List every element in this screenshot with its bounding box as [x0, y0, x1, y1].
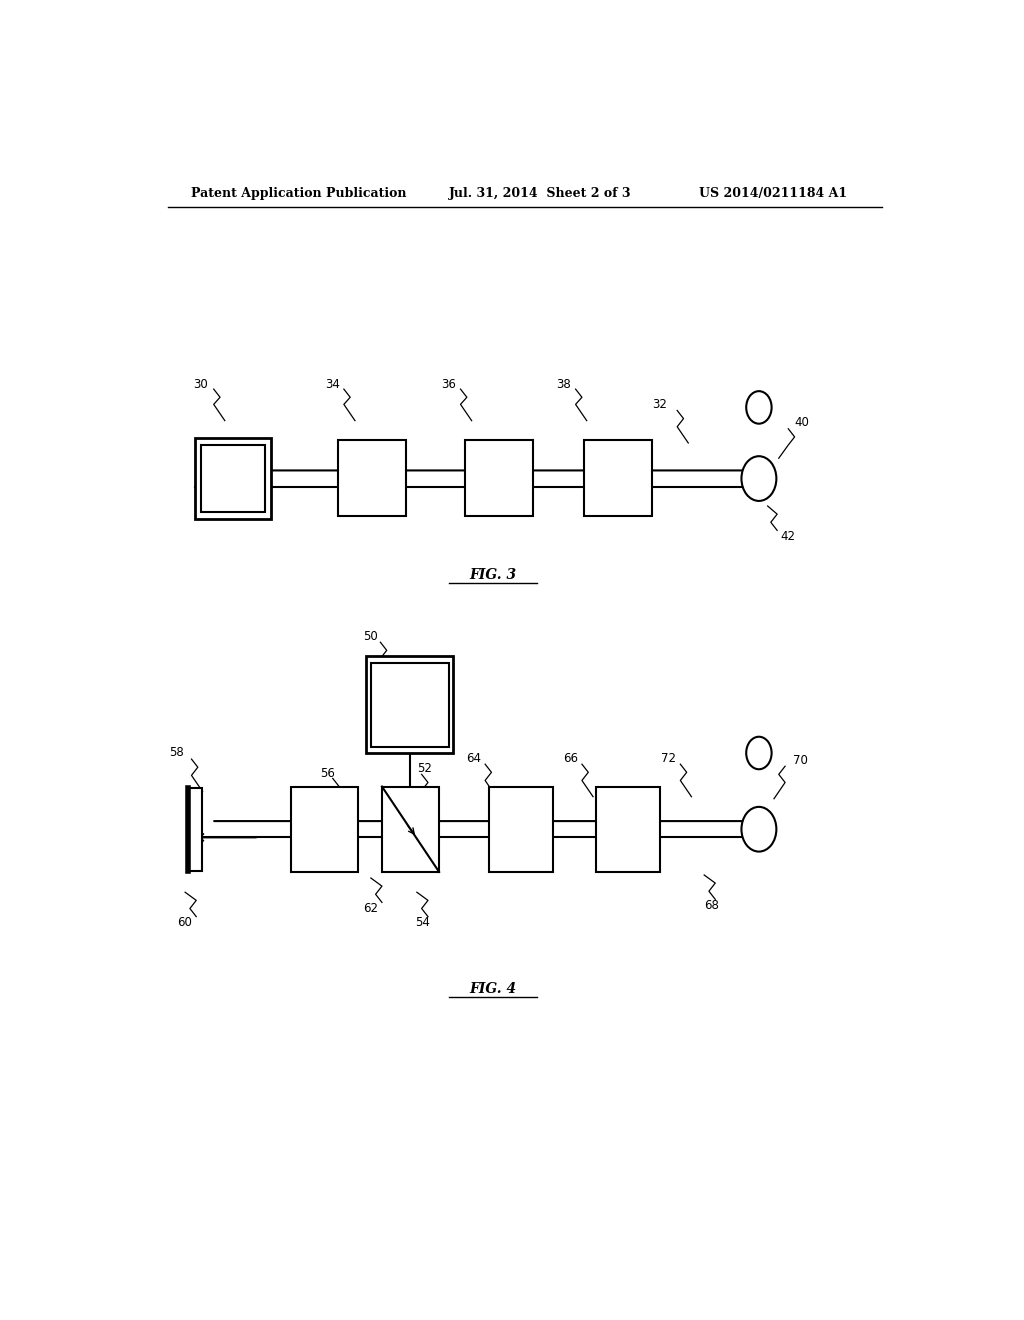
Text: 72: 72 [662, 751, 676, 764]
Text: 64: 64 [466, 751, 481, 764]
Bar [367, 656, 454, 752]
Text: 54: 54 [416, 916, 430, 929]
Bar [465, 440, 532, 516]
Circle shape [746, 391, 772, 424]
Bar [382, 787, 439, 873]
Text: 70: 70 [793, 754, 808, 767]
Bar [291, 787, 358, 873]
Text: FIG. 3: FIG. 3 [469, 568, 517, 582]
Bar [596, 787, 659, 873]
Text: 60: 60 [177, 916, 193, 929]
Bar [187, 788, 202, 871]
Bar [489, 787, 553, 873]
Text: Patent Application Publication: Patent Application Publication [191, 187, 407, 201]
Text: 56: 56 [321, 767, 335, 780]
Bar [196, 438, 270, 519]
Circle shape [741, 807, 776, 851]
Bar [371, 663, 449, 747]
Text: 66: 66 [563, 751, 578, 764]
Bar [338, 440, 406, 516]
Bar [201, 445, 265, 512]
Text: 68: 68 [705, 899, 719, 912]
Text: 30: 30 [194, 378, 208, 391]
Text: FIG. 4: FIG. 4 [469, 982, 517, 995]
Text: 42: 42 [780, 531, 796, 543]
Text: 34: 34 [325, 378, 340, 391]
Bar [585, 440, 651, 516]
Text: 36: 36 [441, 378, 457, 391]
Text: 50: 50 [362, 630, 378, 643]
Text: 40: 40 [795, 416, 810, 429]
Text: 38: 38 [557, 378, 571, 391]
Text: US 2014/0211184 A1: US 2014/0211184 A1 [699, 187, 848, 201]
Text: 52: 52 [417, 762, 432, 775]
Text: 32: 32 [652, 397, 667, 411]
Circle shape [746, 737, 772, 770]
Text: 58: 58 [169, 747, 184, 759]
Text: 62: 62 [362, 902, 378, 915]
Text: Jul. 31, 2014  Sheet 2 of 3: Jul. 31, 2014 Sheet 2 of 3 [450, 187, 632, 201]
Circle shape [741, 457, 776, 500]
